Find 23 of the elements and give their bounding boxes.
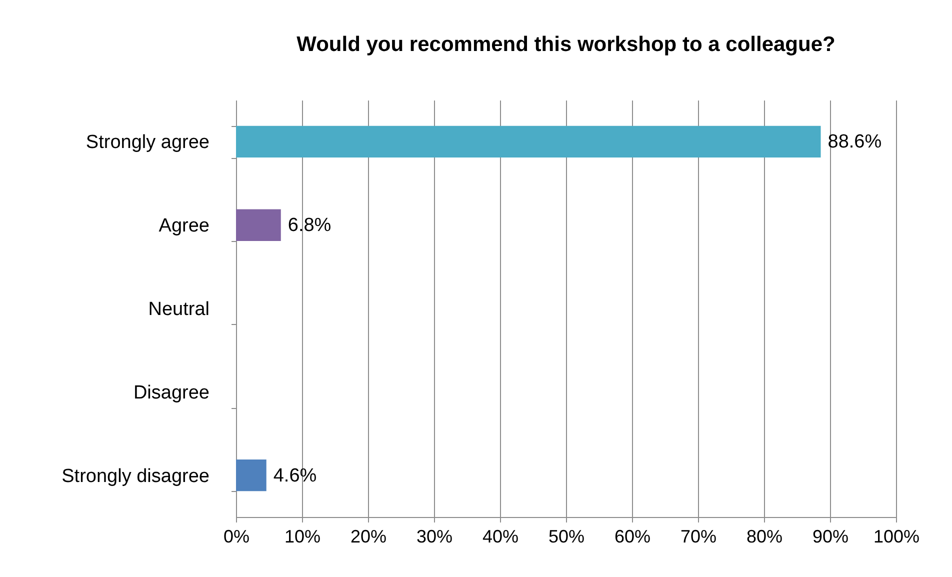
y-tick-label: Agree — [158, 216, 210, 237]
x-tick-label: 100% — [873, 526, 920, 546]
chart-title: Would you recommend this workshop to a colleague? — [296, 33, 836, 56]
x-tick-label: 10% — [284, 526, 321, 546]
y-tick-label: Strongly disagree — [62, 466, 210, 487]
data-label: 6.8% — [288, 215, 332, 236]
x-tick-label: 50% — [548, 526, 585, 546]
y-tick-label: Disagree — [133, 382, 210, 404]
x-tick-label: 60% — [614, 526, 651, 546]
x-tick-label: 0% — [223, 526, 250, 546]
x-tick-label: 40% — [482, 526, 519, 546]
x-tick-label: 20% — [350, 526, 387, 546]
y-tick-label: Neutral — [148, 299, 210, 320]
y-tick-label: Strongly agree — [86, 132, 210, 154]
bar — [236, 459, 266, 492]
bar — [236, 209, 281, 241]
bar — [236, 126, 821, 158]
data-label: 88.6% — [828, 132, 882, 153]
x-tick-label: 70% — [680, 526, 717, 546]
data-label: 4.6% — [273, 465, 317, 486]
x-tick-label: 30% — [416, 526, 453, 546]
x-tick-label: 80% — [746, 526, 783, 546]
x-tick-label: 90% — [812, 526, 849, 546]
